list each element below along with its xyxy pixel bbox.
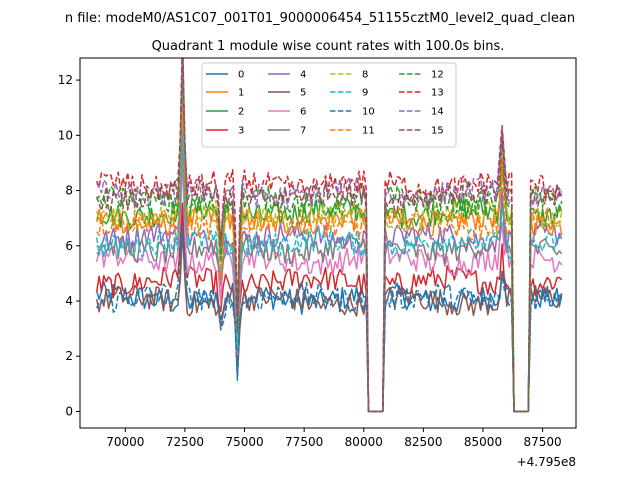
x-tick-label: 72500 [166,435,204,449]
y-tick-label: 10 [58,128,73,142]
legend-item-1: 1 [206,88,244,99]
legend-label: 2 [238,107,244,118]
legend-label: 5 [300,88,306,99]
y-tick-label: 4 [65,294,73,308]
x-axis-offset-label: +4.795e8 [517,455,576,469]
legend-label: 0 [238,70,244,81]
y-tick-label: 8 [65,184,73,198]
legend-item-14: 14 [399,107,444,118]
y-tick-label: 2 [65,349,73,363]
legend-label: 3 [238,126,244,137]
y-tick-label: 6 [65,239,73,253]
legend-item-12: 12 [399,70,444,81]
x-tick-label: 70000 [106,435,144,449]
series-line-12 [96,72,563,413]
legend-item-6: 6 [268,107,306,118]
legend-item-9: 9 [330,88,368,99]
legend-item-15: 15 [399,126,444,137]
series-line-11 [96,100,562,413]
x-tick-label: 87500 [524,435,562,449]
legend-item-13: 13 [399,88,444,99]
y-axis-ticks: 0 2 4 6 8 10 12 [58,73,80,418]
x-tick-label: 77500 [285,435,323,449]
legend-label: 8 [362,70,368,81]
legend-item-4: 4 [268,70,306,81]
legend-item-5: 5 [268,88,306,99]
series-line-6 [95,157,563,413]
series-line-3 [95,202,563,413]
legend-item-0: 0 [206,70,244,81]
x-tick-label: 80000 [345,435,383,449]
legend-item-8: 8 [330,70,368,81]
legend-item-10: 10 [330,107,375,118]
legend-label: 1 [238,88,244,99]
legend-item-11: 11 [330,126,375,137]
legend-label: 4 [300,70,306,81]
legend-label: 9 [362,88,368,99]
x-axis-ticks: 70000 72500 75000 77500 80000 82500 85000 87500 [106,428,562,449]
legend-label: 10 [362,107,375,118]
legend-label: 13 [431,88,444,99]
figure-suptitle: n file: modeM0/AS1C07_001T01_9000006454_… [65,11,575,26]
series-line-0 [95,214,563,413]
legend-label: 11 [362,126,375,137]
plot-area-frame [79,57,577,429]
legend-item-3: 3 [206,126,244,137]
legend-label: 14 [431,107,444,118]
x-tick-label: 82500 [404,435,442,449]
series-line-1 [95,96,563,413]
series-layer [95,58,563,413]
x-tick-label: 85000 [464,435,502,449]
series-line-15 [95,58,563,413]
legend-label: 6 [300,107,306,118]
chart-title: Quadrant 1 module wise count rates with … [152,39,505,54]
series-line-9 [95,128,563,413]
series-line-10 [96,225,563,413]
y-tick-label: 12 [58,73,73,87]
x-tick-label: 75000 [225,435,263,449]
legend-label: 7 [300,126,306,137]
legend-label: 15 [431,126,444,137]
y-tick-label: 0 [65,404,73,418]
legend-item-7: 7 [268,126,306,137]
legend-box [201,62,457,148]
legend-label: 12 [431,70,444,81]
legend-item-2: 2 [206,107,244,118]
